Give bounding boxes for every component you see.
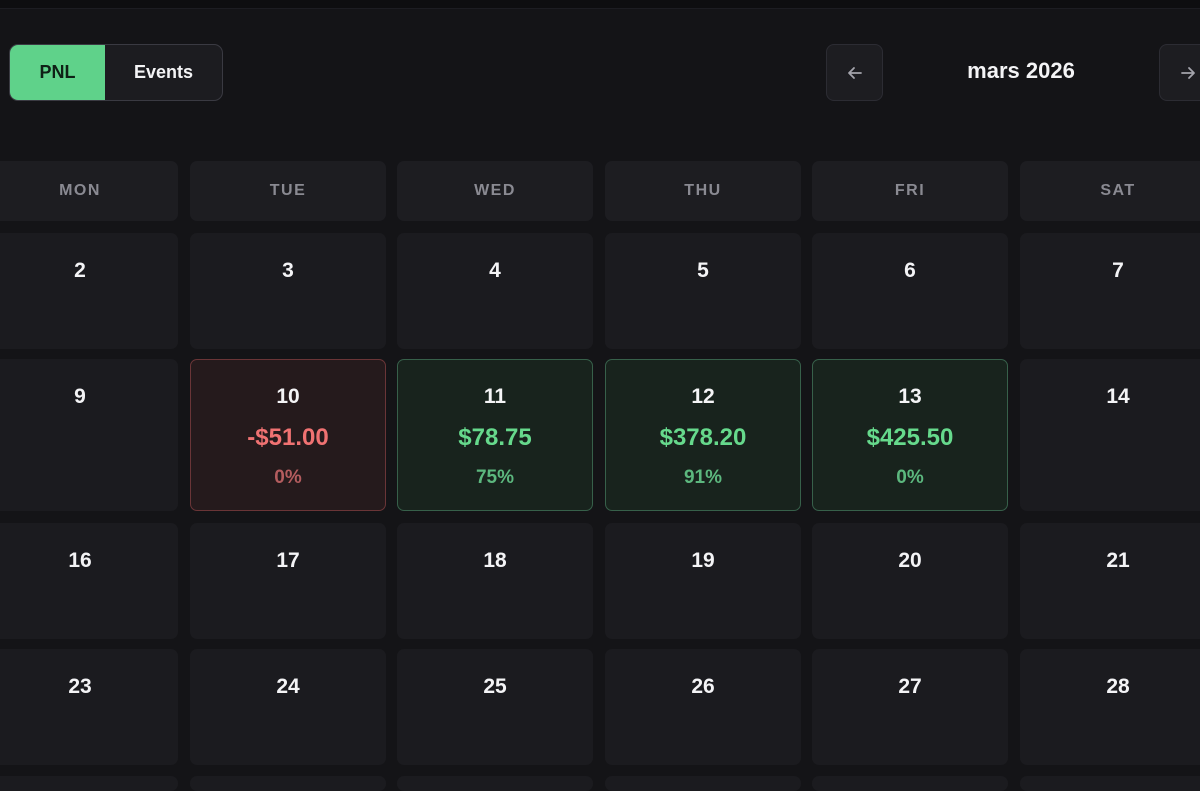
weekday-header-tue: TUE bbox=[190, 161, 386, 221]
day-cell[interactable]: 14 bbox=[1020, 359, 1200, 511]
day-cell[interactable]: 9 bbox=[0, 359, 178, 511]
day-cell[interactable]: 28 bbox=[1020, 649, 1200, 765]
pnl-day-cell[interactable]: 13 $425.50 0% bbox=[812, 359, 1008, 511]
day-cell[interactable] bbox=[812, 776, 1008, 791]
day-number: 10 bbox=[276, 385, 300, 408]
pnl-amount: -$51.00 bbox=[247, 424, 329, 451]
pnl-percent: 91% bbox=[683, 467, 723, 488]
day-number: 27 bbox=[898, 675, 922, 698]
day-cell[interactable]: 24 bbox=[190, 649, 386, 765]
pnl-toggle-button[interactable]: PNL bbox=[10, 45, 105, 100]
day-number: 3 bbox=[282, 259, 294, 282]
arrow-left-icon bbox=[847, 66, 862, 79]
arrow-right-icon bbox=[1180, 66, 1195, 79]
pnl-day-cell[interactable]: 11 $78.75 75% bbox=[397, 359, 593, 511]
day-number: 11 bbox=[483, 385, 507, 408]
day-number: 25 bbox=[483, 675, 507, 698]
pnl-percent: 75% bbox=[475, 467, 515, 488]
day-number: 6 bbox=[904, 259, 916, 282]
weekday-header-sat: SAT bbox=[1020, 161, 1200, 221]
pnl-day-cell[interactable]: 10 -$51.00 0% bbox=[190, 359, 386, 511]
day-cell[interactable]: 17 bbox=[190, 523, 386, 639]
pnl-amount: $78.75 bbox=[458, 424, 532, 451]
day-cell[interactable]: 19 bbox=[605, 523, 801, 639]
weekday-header-fri: FRI bbox=[812, 161, 1008, 221]
day-number: 2 bbox=[74, 259, 86, 282]
day-cell[interactable] bbox=[190, 776, 386, 791]
next-month-button[interactable] bbox=[1159, 44, 1200, 101]
day-number: 18 bbox=[483, 549, 507, 572]
pnl-percent: 0% bbox=[274, 467, 302, 488]
day-cell[interactable] bbox=[605, 776, 801, 791]
day-number: 19 bbox=[691, 549, 715, 572]
day-cell[interactable]: 25 bbox=[397, 649, 593, 765]
day-number: 12 bbox=[691, 385, 715, 408]
day-cell[interactable]: 21 bbox=[1020, 523, 1200, 639]
day-number: 5 bbox=[697, 259, 709, 282]
view-toggle: PNL Events bbox=[9, 44, 223, 101]
top-bar bbox=[0, 0, 1200, 9]
day-number: 13 bbox=[898, 385, 922, 408]
day-number: 7 bbox=[1112, 259, 1124, 282]
day-number: 24 bbox=[276, 675, 300, 698]
prev-month-button[interactable] bbox=[826, 44, 883, 101]
day-cell[interactable]: 27 bbox=[812, 649, 1008, 765]
day-cell[interactable] bbox=[1020, 776, 1200, 791]
day-number: 21 bbox=[1106, 549, 1130, 572]
weekday-header-wed: WED bbox=[397, 161, 593, 221]
day-cell[interactable]: 20 bbox=[812, 523, 1008, 639]
day-cell[interactable]: 3 bbox=[190, 233, 386, 349]
weekday-header-mon: MON bbox=[0, 161, 178, 221]
day-cell[interactable] bbox=[0, 776, 178, 791]
pnl-percent: 0% bbox=[896, 467, 924, 488]
events-toggle-button[interactable]: Events bbox=[133, 62, 194, 82]
day-cell[interactable]: 6 bbox=[812, 233, 1008, 349]
day-number: 28 bbox=[1106, 675, 1130, 698]
day-cell[interactable]: 23 bbox=[0, 649, 178, 765]
pnl-amount: $378.20 bbox=[659, 424, 747, 451]
day-number: 20 bbox=[898, 549, 922, 572]
day-number: 9 bbox=[74, 385, 86, 408]
weekday-header-thu: THU bbox=[605, 161, 801, 221]
day-cell[interactable] bbox=[397, 776, 593, 791]
day-cell[interactable]: 7 bbox=[1020, 233, 1200, 349]
pnl-amount: $425.50 bbox=[866, 424, 954, 451]
day-cell[interactable]: 18 bbox=[397, 523, 593, 639]
day-cell[interactable]: 4 bbox=[397, 233, 593, 349]
day-cell[interactable]: 16 bbox=[0, 523, 178, 639]
day-number: 23 bbox=[68, 675, 92, 698]
day-number: 26 bbox=[691, 675, 715, 698]
day-cell[interactable]: 2 bbox=[0, 233, 178, 349]
day-cell[interactable]: 26 bbox=[605, 649, 801, 765]
day-number: 17 bbox=[276, 549, 300, 572]
day-number: 14 bbox=[1106, 385, 1130, 408]
month-title: mars 2026 bbox=[967, 58, 1075, 83]
day-cell[interactable]: 5 bbox=[605, 233, 801, 349]
day-number: 4 bbox=[489, 259, 501, 282]
day-number: 16 bbox=[68, 549, 92, 572]
pnl-day-cell[interactable]: 12 $378.20 91% bbox=[605, 359, 801, 511]
